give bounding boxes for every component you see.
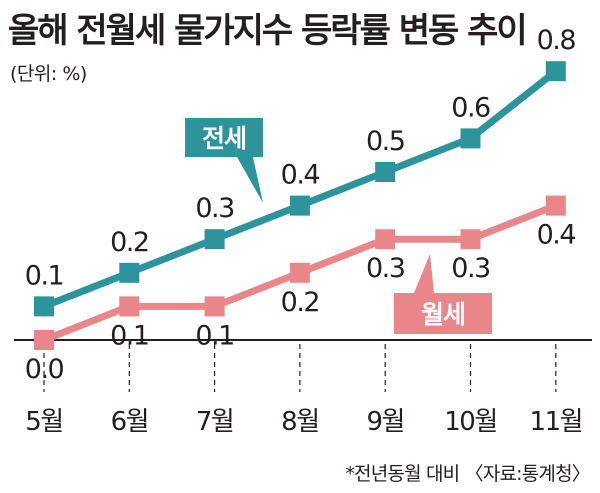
data-point-jeonse: [119, 262, 140, 283]
legend-tag-wolse-box: [394, 254, 492, 334]
data-point-wolse: [289, 262, 310, 283]
data-point-jeonse: [204, 229, 225, 250]
value-label-jeonse: 0.6: [451, 92, 490, 123]
value-label-jeonse: 0.8: [537, 25, 576, 56]
value-label-jeonse: 0.5: [366, 126, 404, 157]
value-label-wolse: 0.3: [366, 253, 405, 284]
value-label-wolse: 0.0: [25, 354, 64, 385]
x-tick-label: 11월: [530, 407, 583, 437]
legend-tag-wolse: 월세: [394, 254, 492, 334]
chart-title: 올해 전월세 물가지수 등락률 변동 추이: [8, 11, 526, 51]
x-tick-layer: 5월 6월 7월 8월 9월 10월 11월: [25, 407, 583, 437]
data-point-jeonse: [289, 195, 310, 216]
value-label-layer: 0.1 0.2 0.3 0.4 0.5 0.6 0.8 0.0 0.1 0.1 0.2 0.3 0.3 0…: [25, 25, 577, 385]
axis-layer: [14, 339, 592, 392]
data-point-jeonse: [460, 128, 481, 149]
value-label-jeonse: 0.3: [195, 193, 234, 224]
data-point-jeonse: [34, 296, 54, 317]
legend-tag-wolse-label: 월세: [421, 300, 465, 329]
series-layer: [34, 61, 566, 350]
unit-label: (단위: %): [10, 63, 87, 85]
value-label-wolse: 0.1: [195, 320, 233, 351]
data-point-wolse: [204, 296, 225, 317]
x-tick-label: 5월: [25, 407, 62, 437]
x-tick-label: 9월: [366, 407, 403, 437]
x-tick-label: 10월: [444, 407, 497, 437]
legend-tag-jeonse-box: [185, 118, 263, 203]
value-label-jeonse: 0.4: [281, 160, 320, 191]
value-label-jeonse: 0.2: [110, 227, 148, 258]
data-point-wolse: [119, 296, 140, 317]
x-tick-label: 7월: [196, 407, 233, 437]
data-point-wolse: [375, 229, 396, 250]
legend-tag-jeonse: 전세: [185, 118, 263, 203]
legend-tag-jeonse-label: 전세: [202, 124, 246, 153]
value-label-wolse: 0.4: [537, 220, 576, 251]
data-point-wolse: [34, 330, 54, 350]
value-label-wolse: 0.1: [110, 320, 148, 351]
value-label-jeonse: 0.1: [25, 260, 63, 291]
data-point-jeonse: [545, 61, 566, 82]
source-note: *전년동월 대비 〈자료:통계청〉: [345, 463, 590, 485]
value-label-wolse: 0.2: [281, 287, 319, 318]
data-point-jeonse: [375, 162, 396, 182]
x-tick-label: 6월: [111, 407, 148, 437]
x-tick-label: 8월: [281, 407, 318, 437]
data-point-wolse: [545, 195, 566, 216]
data-point-wolse: [460, 229, 481, 250]
value-label-wolse: 0.3: [451, 253, 490, 284]
